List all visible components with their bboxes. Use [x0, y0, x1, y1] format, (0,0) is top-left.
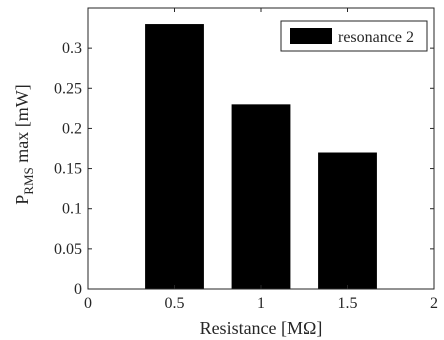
y-axis-label-subscript: RMS — [21, 167, 36, 194]
y-axis-label: PRMS max [mW] — [12, 84, 36, 204]
legend-label: resonance 2 — [338, 29, 414, 46]
y-axis-label-main: P — [12, 195, 32, 205]
x-tick-label: 2 — [430, 295, 438, 312]
x-tick-label: 0.5 — [165, 295, 185, 312]
y-axis-label-rest: max [mW] — [12, 84, 32, 167]
x-tick-label: 1.5 — [338, 295, 358, 312]
x-axis-label: Resistance [MΩ] — [200, 318, 323, 338]
y-tick-label: 0.15 — [54, 161, 82, 178]
bars-group — [145, 24, 377, 290]
y-tick-label: 0.1 — [62, 201, 82, 218]
y-tick-label: 0.3 — [62, 40, 82, 57]
x-tick-label: 1 — [257, 295, 265, 312]
bar — [318, 152, 377, 289]
y-tick-label: 0.2 — [62, 120, 82, 137]
legend: resonance 2 — [280, 20, 428, 52]
legend-swatch — [290, 28, 332, 44]
bar — [145, 24, 204, 290]
y-tick-label: 0.05 — [54, 241, 82, 258]
bar — [231, 104, 291, 289]
x-tick-label: 0 — [84, 295, 92, 312]
y-tick-label: 0.25 — [54, 80, 82, 97]
y-tick-label: 0 — [74, 281, 82, 298]
axes-group: 0 0.05 0.1 0.15 0.2 0.25 0.3 0 0.5 1 1.5 2 — [54, 7, 438, 312]
